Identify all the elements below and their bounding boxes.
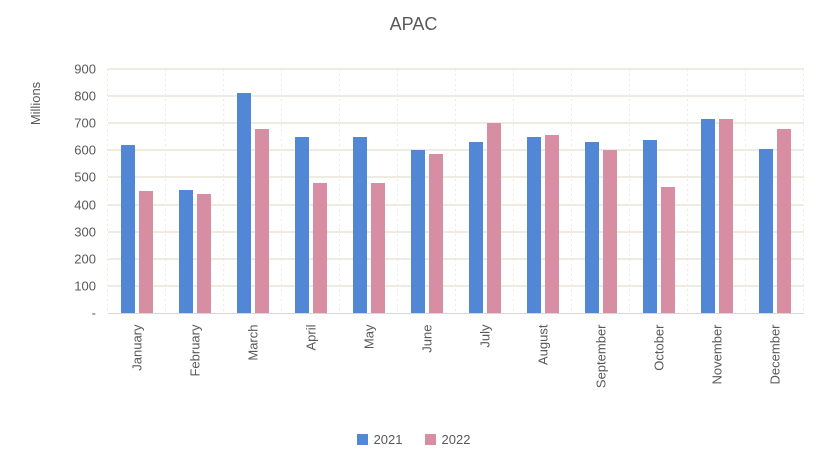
- bar-2022-june: [429, 154, 443, 313]
- bar-2022-february: [197, 193, 211, 313]
- y-tick-label: -: [91, 305, 96, 321]
- x-axis-label-december: December: [767, 324, 783, 385]
- bar-2022-august: [545, 135, 559, 313]
- legend-swatch-2021: [356, 434, 368, 445]
- bar-2022-december: [777, 128, 791, 313]
- bar-group-april: [282, 69, 340, 313]
- gridline: [108, 284, 804, 287]
- x-axis-label-october: October: [651, 324, 667, 371]
- x-axis-label-january: January: [129, 324, 145, 371]
- gridline: [108, 257, 804, 260]
- bar-2021-august: [527, 136, 541, 313]
- bar-2021-july: [469, 142, 483, 313]
- vertical-gridline: [745, 69, 746, 313]
- bar-group-february: [166, 69, 224, 313]
- bar-2021-december: [759, 148, 773, 313]
- bar-group-january: [108, 69, 166, 313]
- vertical-gridline: [107, 69, 108, 313]
- y-tick-label: 200: [74, 251, 96, 267]
- legend-swatch-2022: [424, 434, 436, 445]
- bar-2021-february: [179, 189, 193, 313]
- bar-2022-march: [255, 128, 269, 313]
- bar-2021-may: [353, 136, 367, 313]
- bar-2022-april: [313, 182, 327, 313]
- x-axis-label-august: August: [535, 324, 551, 365]
- x-axis-label-july: July: [477, 324, 493, 348]
- y-tick-label: 600: [74, 142, 96, 158]
- bar-2021-april: [295, 136, 309, 313]
- vertical-gridline: [455, 69, 456, 313]
- gridline: [108, 122, 804, 125]
- gridline: [108, 203, 804, 206]
- bar-2021-june: [411, 150, 425, 313]
- chart-title: APAC: [389, 14, 438, 34]
- bar-group-june: [398, 69, 456, 313]
- vertical-gridline: [281, 69, 282, 313]
- vertical-gridline: [803, 69, 804, 313]
- bar-group-may: [340, 69, 398, 313]
- vertical-gridline: [397, 69, 398, 313]
- bar-2022-may: [371, 182, 385, 313]
- x-axis-label-april: April: [303, 324, 319, 351]
- y-tick-label: 800: [74, 88, 96, 104]
- legend: 2021 2022: [0, 432, 827, 447]
- plot-area: [107, 68, 804, 314]
- bar-group-july: [456, 69, 514, 313]
- x-axis-label-september: September: [593, 324, 609, 389]
- vertical-gridline: [222, 69, 224, 313]
- vertical-gridline: [570, 69, 572, 313]
- vertical-gridline: [513, 69, 514, 313]
- bar-group-september: [572, 69, 630, 313]
- vertical-gridline: [687, 69, 688, 313]
- bar-2022-october: [661, 186, 675, 313]
- bar-2022-july: [487, 123, 501, 313]
- y-tick-label: 700: [74, 115, 96, 131]
- y-tick-label: 400: [74, 197, 96, 213]
- bar-2021-march: [237, 93, 251, 313]
- bar-groups: [108, 69, 804, 313]
- y-tick-label: 900: [74, 61, 96, 77]
- legend-item-2022: 2022: [424, 432, 471, 447]
- gridline: [108, 230, 804, 233]
- gridline: [108, 176, 804, 179]
- bar-2022-september: [603, 150, 617, 313]
- x-axis-label-march: March: [245, 324, 261, 361]
- y-axis-ticks: 900 800 700 600 500 400 300 200 100 -: [40, 62, 96, 321]
- bar-group-august: [514, 69, 572, 313]
- vertical-gridline: [629, 69, 630, 313]
- bar-2021-november: [701, 119, 715, 313]
- bar-2021-september: [585, 142, 599, 313]
- legend-label-2021: 2021: [373, 432, 403, 447]
- vertical-gridline: [338, 69, 340, 313]
- vertical-gridline: [164, 69, 166, 313]
- y-tick-label: 100: [74, 278, 96, 294]
- bar-2022-november: [719, 119, 733, 313]
- gridline: [108, 95, 804, 98]
- bar-group-december: [746, 69, 804, 313]
- x-axis-label-february: February: [187, 324, 203, 377]
- x-axis-line: [108, 313, 804, 314]
- bar-2021-january: [121, 144, 135, 313]
- y-tick-label: 300: [74, 224, 96, 240]
- bar-group-october: [630, 69, 688, 313]
- gridline: [108, 149, 804, 152]
- bar-2022-january: [139, 191, 153, 313]
- y-tick-label: 500: [74, 169, 96, 185]
- bar-group-march: [224, 69, 282, 313]
- x-axis-label-may: May: [361, 324, 377, 350]
- bar-2021-october: [643, 139, 657, 313]
- legend-label-2022: 2022: [441, 432, 471, 447]
- x-axis-label-june: June: [419, 324, 435, 353]
- legend-item-2021: 2021: [356, 432, 403, 447]
- x-axis-label-november: November: [709, 324, 725, 385]
- gridline: [108, 68, 804, 70]
- bar-group-november: [688, 69, 746, 313]
